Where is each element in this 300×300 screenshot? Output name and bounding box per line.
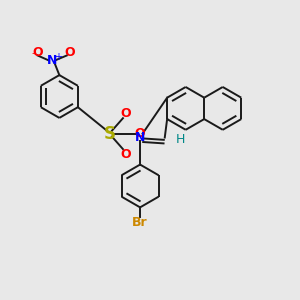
Text: O: O [120,106,130,120]
Text: O: O [134,127,145,140]
Text: -: - [31,48,35,59]
Text: O: O [32,46,43,59]
Text: H: H [176,133,185,146]
Text: O: O [64,46,75,59]
Text: N: N [47,54,57,67]
Text: +: + [55,52,62,62]
Text: O: O [120,148,130,161]
Text: Br: Br [132,216,148,229]
Text: S: S [104,125,116,143]
Text: N: N [135,131,145,144]
